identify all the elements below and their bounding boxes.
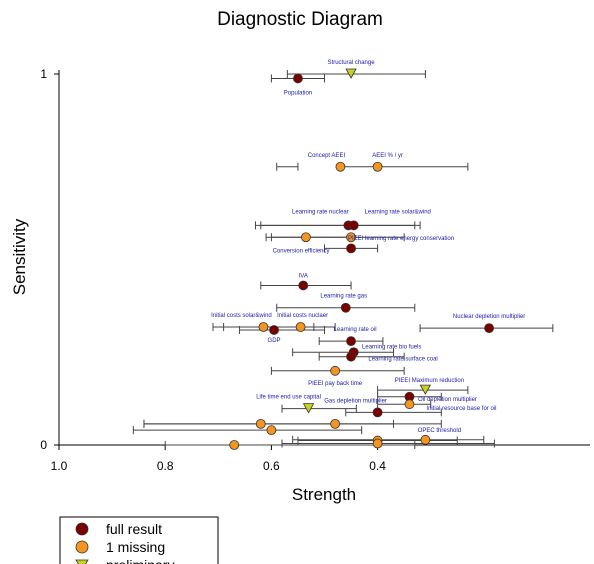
point-label: Gas depletion multiplier <box>324 398 387 404</box>
marker-population <box>293 73 303 84</box>
y-axis-label: Sensitivity <box>10 218 29 295</box>
point-label: Initial costs solar&wind <box>211 313 272 319</box>
marker-nuclear-depletion-multiplier <box>484 323 495 334</box>
point-label: Learning rate oil <box>334 327 377 333</box>
marker-point-29 <box>372 438 383 449</box>
x-tick-label: 0.6 <box>263 459 280 473</box>
legend-label-full: full result <box>106 521 162 537</box>
point-label: PIEEI Maximum reduction <box>395 378 464 384</box>
point-label: Learning rate gas <box>320 294 367 300</box>
x-ticks: 1.0 0.8 0.6 0.4 <box>51 445 386 473</box>
marker-conversion-efficiency <box>346 243 356 254</box>
point-label: Learning rate nuclear <box>292 209 349 215</box>
data-markers <box>229 68 495 450</box>
point-label: IVA <box>299 273 308 279</box>
point-label: Conversion efficiency <box>273 248 330 254</box>
point-label: OPEC threshold <box>418 428 461 434</box>
x-tick-label: 1.0 <box>51 459 68 473</box>
marker-pieei-maximum-reduction <box>419 384 432 395</box>
marker-concept-aeei <box>335 161 346 172</box>
y-tick-label: 0 <box>40 438 47 452</box>
legend-marker-prelim <box>75 559 89 564</box>
point-label: Oil depletion multiplier <box>418 397 477 403</box>
marker-initial-resource-base-for-oil <box>404 399 415 410</box>
point-label: GDP <box>268 338 281 344</box>
point-label: AEEI % / yr <box>372 153 403 159</box>
point-label: Learning rate bio fuels <box>362 344 421 350</box>
marker-learning-rate-solar-wind <box>348 220 359 231</box>
point-label: PIEEI learning rate energy conservation <box>348 236 454 242</box>
marker-point-26 <box>266 425 277 436</box>
point-label: Structural change <box>328 60 376 66</box>
marker-gas-depletion-multiplier <box>372 407 383 418</box>
marker-point-25 <box>330 418 341 429</box>
marker-point-7 <box>301 232 311 243</box>
marker-pieei-pay-back-time <box>330 365 341 376</box>
chart-title: Diagnostic Diagram <box>217 9 383 30</box>
marker-learning-rate-surface-coal <box>346 351 356 362</box>
legend: full result 1 missing preliminary <box>59 516 219 564</box>
legend-marker-full <box>75 522 89 536</box>
marker-point-24 <box>255 418 266 429</box>
marker-pieei-learning-rate-energy-conservation <box>346 232 356 243</box>
marker-structural-change <box>345 68 357 79</box>
marker-learning-rate-oil <box>346 336 356 347</box>
point-label: Concept AEEI <box>308 153 346 159</box>
axes <box>58 70 590 446</box>
marker-life-time-end-use-capital <box>302 403 315 414</box>
point-label: Learning rate solar&wind <box>365 209 431 215</box>
point-label: Life time end use capital <box>256 395 321 401</box>
point-label: Initial resource base for oil <box>426 406 496 412</box>
point-label: PIEEI pay back time <box>308 381 363 387</box>
point-label: Initial costs nuclaer <box>277 313 328 319</box>
point-label: Population <box>284 90 312 96</box>
marker-iva <box>298 280 309 291</box>
x-tick-label: 0.4 <box>369 459 386 473</box>
marker-opec-threshold <box>420 434 431 445</box>
point-label: Nuclear depletion multiplier <box>453 314 525 320</box>
y-ticks: 01 <box>40 67 59 452</box>
marker-learning-rate-gas <box>340 302 351 313</box>
marker-gdp <box>269 325 279 335</box>
marker-point-30 <box>229 440 240 450</box>
legend-label-missing: 1 missing <box>106 539 165 555</box>
marker-initial-costs-nuclaer <box>295 322 306 332</box>
x-tick-label: 0.8 <box>157 459 174 473</box>
legend-marker-missing <box>75 540 89 554</box>
point-label: Learning rate surface coal <box>368 357 437 363</box>
error-bars <box>132 70 554 449</box>
point-labels: Structural change Population Concept AEEI A… <box>211 60 525 434</box>
legend-label-prelim: preliminary <box>106 557 174 564</box>
marker-initial-costs-solar-wind <box>258 322 269 332</box>
y-tick-label: 1 <box>40 67 47 81</box>
marker-aeei-yr <box>372 161 383 172</box>
x-axis-label: Strength <box>292 485 356 504</box>
